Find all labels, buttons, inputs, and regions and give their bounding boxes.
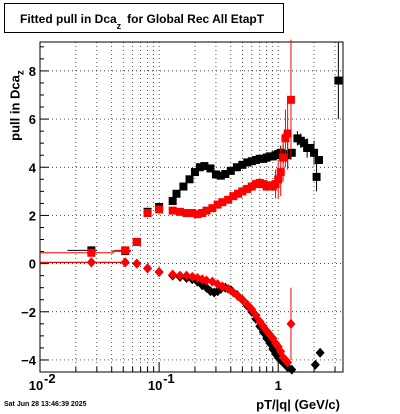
data-point-square — [281, 134, 290, 143]
data-point-square — [271, 180, 280, 189]
data-point-square — [216, 171, 225, 180]
y-tick-label: 8 — [29, 64, 36, 79]
data-point-diamond — [175, 270, 185, 281]
data-point-square — [206, 164, 215, 173]
data-point-square — [185, 175, 194, 184]
data-point-diamond — [168, 269, 178, 280]
data-point-square — [202, 206, 211, 215]
data-point-diamond — [247, 304, 257, 315]
data-point-square — [198, 209, 207, 218]
data-point-square — [168, 196, 177, 205]
data-point-square — [87, 248, 96, 257]
data-point-square — [188, 209, 197, 218]
data-point-square — [334, 76, 343, 85]
data-point-square — [247, 182, 256, 191]
data-point-square — [208, 204, 217, 213]
y-axis-label-main: pull in Dca — [7, 75, 23, 141]
data-point-square — [274, 175, 283, 184]
data-point-diamond — [251, 310, 261, 321]
data-point-square — [229, 192, 238, 201]
data-point-square — [211, 170, 220, 179]
x-tick-exponent: -2 — [44, 371, 56, 386]
y-tick-label: 4 — [29, 160, 37, 175]
data-point-square — [314, 156, 323, 165]
data-point-diamond — [286, 318, 296, 329]
data-point-diamond — [315, 347, 325, 358]
x-tick-label: 10 — [148, 378, 162, 393]
data-point-square — [283, 129, 292, 138]
grid — [39, 42, 343, 372]
title-suffix: for Global Rec All EtapT — [127, 12, 265, 26]
title-box: Fitted pull in Dcaz for Global Rec All Et… — [4, 3, 284, 33]
data-point-square — [182, 209, 191, 218]
x-tick-exponent: -1 — [163, 371, 175, 386]
timestamp: Sat Jun 28 13:46:39 2025 — [4, 401, 87, 408]
data-point-square — [143, 209, 152, 218]
data-point-square — [232, 163, 241, 172]
data-point-diamond — [201, 275, 211, 286]
y-tick-label: 0 — [29, 257, 36, 272]
data-point-diamond — [182, 270, 192, 281]
data-point-square — [168, 206, 177, 215]
data-point-diamond — [132, 258, 142, 269]
x-tick-label: 10 — [29, 378, 43, 393]
y-axis-label-subscript: z — [15, 70, 27, 76]
data-point-square — [306, 143, 315, 152]
y-tick-label: 6 — [29, 112, 36, 127]
data-point-diamond — [237, 294, 247, 305]
data-point-diamond — [310, 359, 320, 370]
data-point-square — [218, 198, 227, 207]
data-point-square — [279, 153, 288, 162]
data-point-diamond — [283, 357, 293, 368]
data-point-square — [276, 168, 285, 177]
data-point-square — [312, 172, 321, 181]
data-points — [40, 39, 343, 375]
y-tick-label: −2 — [21, 305, 36, 320]
data-point-square — [195, 163, 204, 172]
data-point-square — [243, 158, 252, 167]
data-point-square — [221, 170, 230, 178]
data-point-diamond — [86, 257, 96, 268]
x-tick-label: 1 — [275, 378, 282, 393]
data-point-square — [238, 160, 247, 169]
y-tick-label: −4 — [21, 353, 37, 368]
data-point-square — [310, 148, 319, 157]
data-point-square — [238, 187, 247, 196]
data-point-square — [226, 166, 235, 175]
title-prefix: Fitted pull in Dca — [20, 12, 117, 26]
plot-frame — [39, 41, 344, 373]
y-tick-label: 2 — [29, 208, 36, 223]
data-point-square — [200, 162, 209, 171]
data-point-square — [155, 205, 164, 214]
data-point-square — [190, 168, 199, 177]
data-point-square — [176, 207, 185, 216]
data-point-diamond — [120, 257, 130, 268]
data-point-square — [224, 195, 233, 204]
x-axis-label: pT/|q| (GeV/c) — [256, 397, 340, 412]
data-point-square — [179, 182, 188, 191]
data-point-square — [243, 184, 252, 193]
data-point-square — [213, 200, 222, 209]
data-point-diamond — [287, 364, 297, 375]
chart-title: Fitted pull in Dcaz for Global Rec All Et… — [20, 12, 265, 31]
data-point-square — [234, 189, 243, 198]
data-point-square — [286, 95, 295, 104]
y-axis-label: pull in Dcaz — [7, 51, 27, 161]
data-point-square — [132, 237, 141, 246]
data-point-square — [172, 189, 181, 198]
data-point-square — [300, 139, 309, 148]
axis-ticks — [39, 46, 336, 372]
data-point-square — [121, 246, 130, 255]
title-subscript: z — [116, 21, 122, 31]
data-point-diamond — [154, 267, 164, 278]
data-point-diamond — [143, 263, 153, 274]
data-point-square — [193, 210, 202, 219]
data-point-square — [287, 148, 296, 157]
data-point-square — [247, 157, 256, 166]
